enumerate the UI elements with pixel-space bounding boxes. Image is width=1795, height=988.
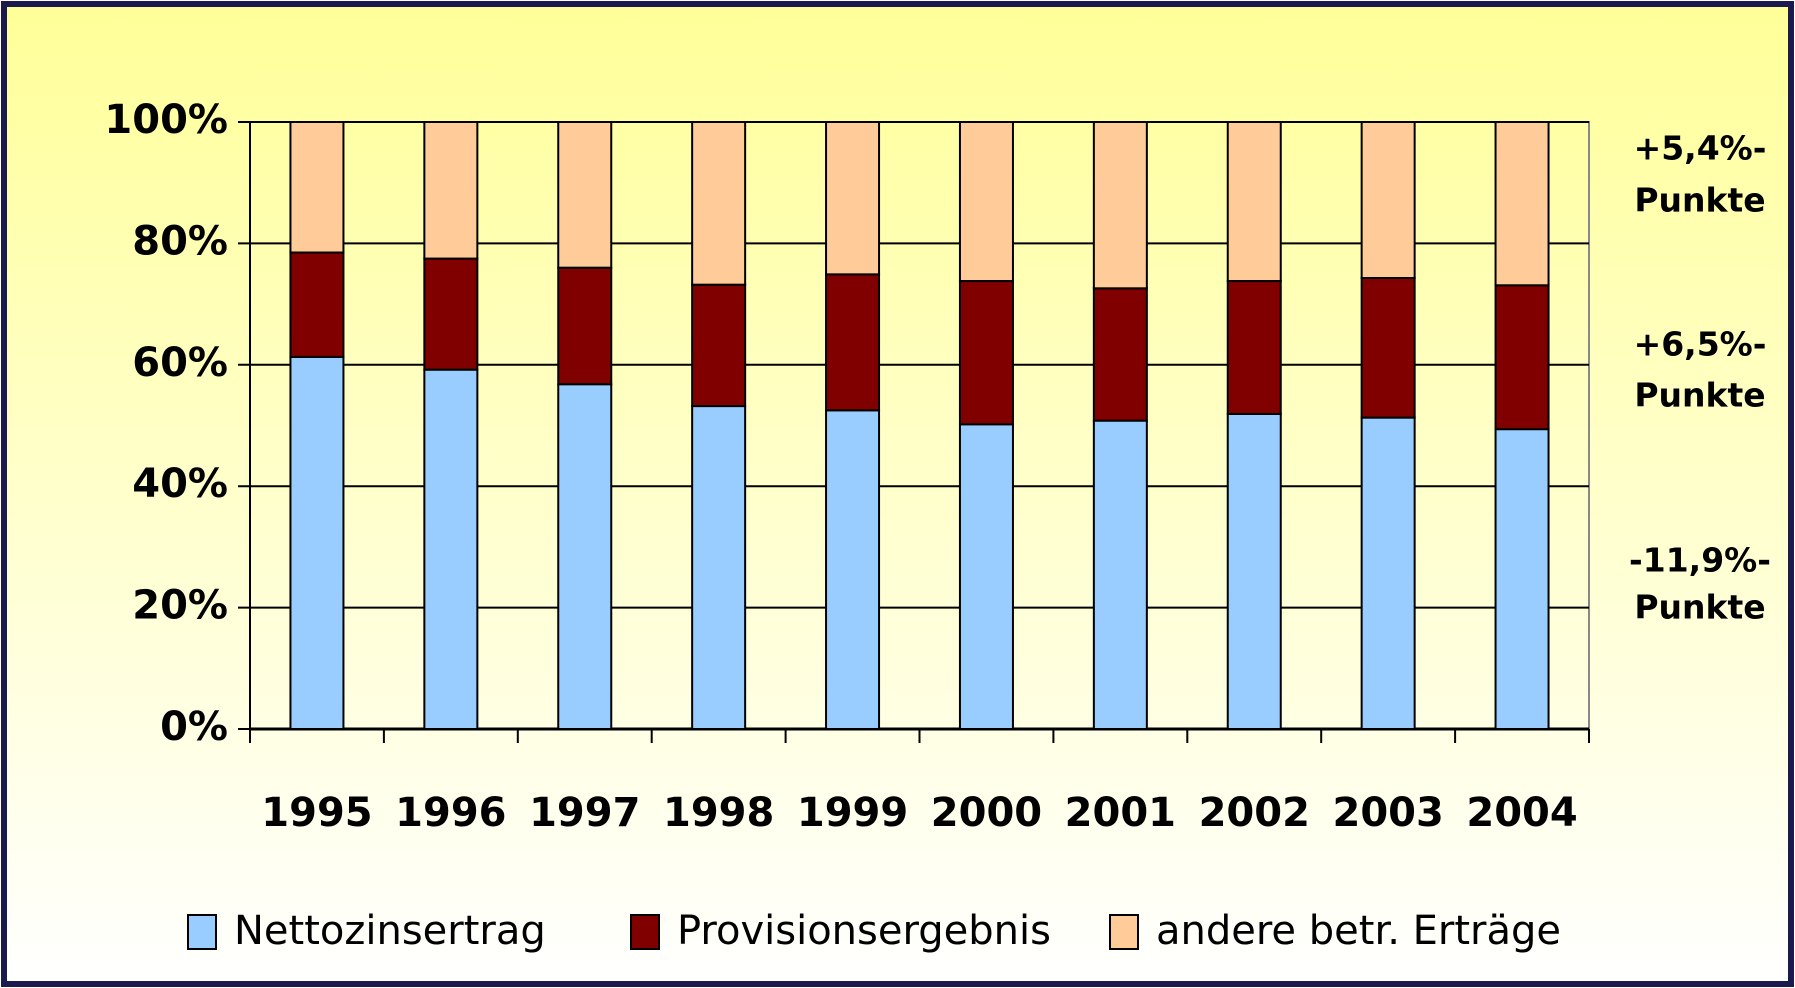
bar-segment <box>1360 121 1416 279</box>
annotation: +5,4%- <box>1634 129 1767 168</box>
x-tick-label: 1997 <box>529 790 640 836</box>
bar-segment <box>423 121 479 260</box>
bar-segment <box>423 368 479 730</box>
x-tick-label: 2003 <box>1332 790 1443 836</box>
legend-swatch <box>630 914 660 950</box>
bar-segment <box>1494 428 1550 730</box>
x-tick-label: 2000 <box>931 790 1042 836</box>
x-tick-label: 2004 <box>1466 790 1577 836</box>
bar-segment <box>1226 412 1282 730</box>
bar-segment <box>289 355 345 730</box>
y-tick-label: 80% <box>132 218 228 264</box>
bar-segment <box>691 405 747 730</box>
bar-segment <box>825 273 881 412</box>
x-tick-label: 2001 <box>1065 790 1176 836</box>
bar-segment <box>958 280 1014 426</box>
bar-segment <box>825 121 881 276</box>
legend-label: andere betr. Erträge <box>1156 908 1561 954</box>
bar-segment <box>1360 276 1416 419</box>
bar-segment <box>958 423 1014 730</box>
x-tick-label: 1999 <box>797 790 908 836</box>
bar-segment <box>958 121 1014 283</box>
annotation: +6,5%- <box>1634 325 1767 364</box>
bar-segment <box>1092 121 1148 290</box>
annotation: Punkte <box>1634 376 1765 415</box>
bar-segment <box>557 266 613 386</box>
bar-segment <box>1226 280 1282 415</box>
legend-label: Provisionsergebnis <box>677 908 1051 954</box>
y-tick-label: 40% <box>132 461 228 507</box>
bar-segment <box>691 283 747 408</box>
bar-segment <box>1494 284 1550 431</box>
y-tick-label: 0% <box>160 704 228 750</box>
bar-segment <box>1360 416 1416 730</box>
bar-segment <box>1092 287 1148 422</box>
x-tick-label: 2002 <box>1199 790 1310 836</box>
x-tick-label: 1998 <box>663 790 774 836</box>
x-tick-label: 1996 <box>395 790 506 836</box>
bar-segment <box>289 251 345 358</box>
annotation: -11,9%- <box>1629 541 1771 580</box>
bar-segment <box>691 121 747 286</box>
legend-swatch <box>187 914 217 950</box>
y-tick-label: 100% <box>104 97 228 143</box>
bar-segment <box>557 383 613 730</box>
annotation: Punkte <box>1634 588 1765 627</box>
bar-segment <box>825 409 881 730</box>
bar-segment <box>289 121 345 254</box>
legend-swatch <box>1109 914 1139 950</box>
bar-segment <box>1092 419 1148 730</box>
bar-segment <box>423 257 479 371</box>
bar-segment <box>557 121 613 269</box>
x-tick-label: 1995 <box>261 790 372 836</box>
bar-segment <box>1226 121 1282 283</box>
y-tick-label: 60% <box>132 340 228 386</box>
annotation: Punkte <box>1634 181 1765 220</box>
legend-label: Nettozinsertrag <box>234 908 546 954</box>
y-tick-label: 20% <box>132 583 228 629</box>
bar-segment <box>1494 121 1550 287</box>
